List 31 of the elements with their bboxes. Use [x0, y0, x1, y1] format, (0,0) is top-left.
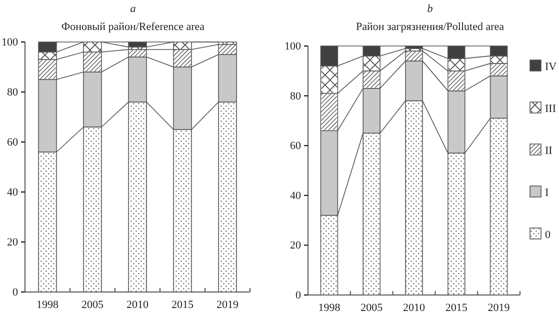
x-tick-label: 2010: [126, 298, 149, 311]
legend-label: II: [545, 145, 553, 157]
y-tick-label: 20: [290, 240, 302, 252]
y-tick-label: 60: [7, 136, 18, 149]
chart-subtitle: Район загрязнения/Polluted area: [356, 21, 504, 33]
chart-subtitle: Фоновый район/Reference area: [61, 21, 205, 33]
x-tick-label: 1998: [36, 298, 59, 311]
x-tick-label: 1998: [318, 302, 341, 314]
y-tick-label: 80: [7, 86, 18, 99]
legend-label: III: [545, 103, 556, 115]
chart-title: b: [427, 3, 434, 15]
y-tick-label: 40: [7, 186, 18, 199]
y-tick-label: 20: [7, 236, 18, 249]
y-tick-label: 60: [290, 140, 302, 152]
x-tick-label: 2015: [172, 298, 194, 311]
x-tick-label: 2015: [445, 302, 468, 314]
y-tick-label: 0: [12, 286, 18, 299]
legend-label: 0: [545, 229, 551, 241]
y-tick-label: 40: [290, 190, 302, 202]
x-tick-label: 2019: [216, 298, 239, 311]
legend-label: IV: [545, 61, 557, 73]
x-tick-label: 2010: [403, 302, 426, 314]
x-tick-label: 2005: [360, 302, 384, 314]
y-tick-label: 80: [290, 90, 302, 102]
legend-label: I: [545, 187, 549, 199]
y-tick-label: 100: [2, 36, 18, 49]
y-tick-label: 0: [296, 290, 302, 302]
x-tick-label: 2019: [488, 302, 510, 314]
y-tick-label: 100: [284, 40, 302, 53]
x-tick-label: 2005: [82, 298, 104, 311]
chart-title: a: [130, 3, 136, 15]
